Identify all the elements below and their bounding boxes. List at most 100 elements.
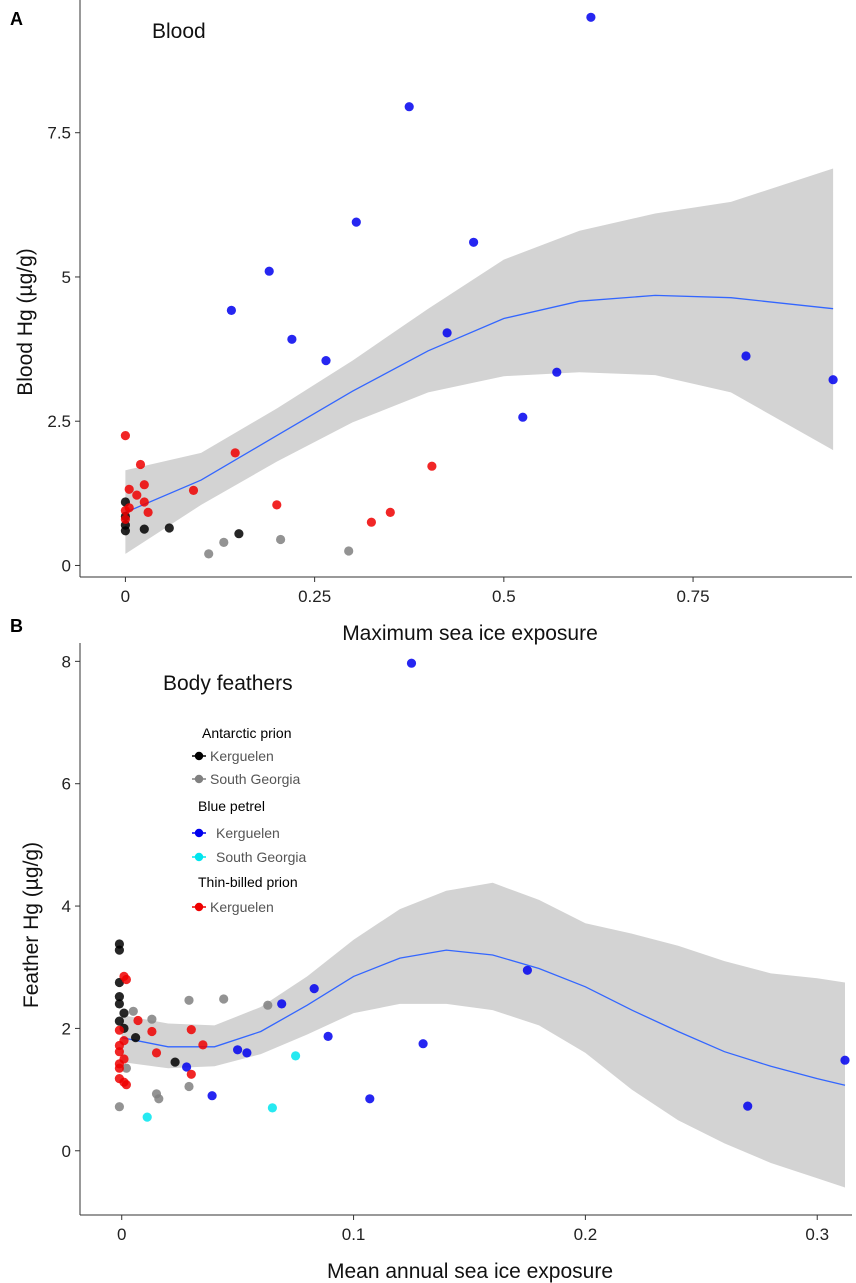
data-point-bp-kerguelen	[743, 1101, 753, 1111]
data-point-tbp-kerguelen	[133, 1015, 143, 1026]
data-point-bp-kerguelen	[264, 266, 274, 276]
data-point-bp-kerguelen	[522, 965, 533, 975]
data-point-tbp-kerguelen	[132, 490, 142, 500]
panel-a-y-tick-label: 2.5	[47, 412, 71, 431]
panel-a-points	[120, 12, 838, 559]
legend-item-ap-kerguelen: Kerguelen	[192, 748, 274, 764]
data-point-bp-kerguelen	[741, 351, 751, 361]
data-point-ap-kerguelen	[119, 1008, 129, 1018]
data-point-bp-kerguelen	[323, 1031, 333, 1041]
panel-b-y-tick-label: 0	[62, 1142, 71, 1161]
legend-label: Kerguelen	[216, 825, 280, 841]
data-point-bp-kerguelen	[552, 367, 562, 377]
data-point-ap-kerguelen	[114, 999, 124, 1009]
data-point-ap-kerguelen	[114, 992, 124, 1002]
data-point-ap-south-georgia	[204, 549, 214, 559]
data-point-tbp-kerguelen	[139, 497, 149, 507]
legend-label: Kerguelen	[210, 748, 274, 764]
legend-key-dot	[194, 751, 204, 761]
data-point-ap-kerguelen	[139, 524, 149, 534]
panel-b-x-tick-label: 0.2	[574, 1225, 598, 1244]
data-point-bp-kerguelen	[365, 1094, 375, 1104]
panel-b-x-tick-label: 0	[117, 1225, 126, 1244]
data-point-tbp-kerguelen	[366, 517, 376, 527]
legend-group-blue-petrel: Blue petrel	[198, 798, 265, 814]
data-point-tbp-kerguelen	[114, 1063, 124, 1073]
data-point-ap-kerguelen	[114, 945, 124, 955]
panel-b-fit-line	[121, 949, 846, 1086]
data-point-ap-south-georgia	[184, 1081, 194, 1092]
data-point-ap-kerguelen	[164, 523, 174, 533]
data-point-tbp-kerguelen	[120, 514, 130, 524]
data-point-bp-kerguelen	[469, 237, 479, 247]
panel-a-title: Blood	[152, 20, 206, 43]
panel-b-y-ticks: 0 2 4 6 8	[62, 652, 80, 1161]
panel-a-x-tick-label: 0	[121, 587, 130, 606]
data-point-ap-south-georgia	[147, 1014, 157, 1024]
panel-b-y-tick-label: 8	[62, 652, 71, 671]
data-point-bp-south-georgia	[291, 1051, 301, 1061]
legend-label: Kerguelen	[210, 899, 274, 915]
panel-a-confidence-band	[125, 168, 834, 554]
panel-b-y-tick-label: 4	[62, 897, 71, 916]
data-point-bp-kerguelen	[351, 217, 361, 227]
panel-b-y-axis-title: Feather Hg (µg/g)	[20, 842, 43, 1008]
panel-a-y-ticks: 0 2.5 5 7.5	[47, 124, 80, 575]
legend-key-dot	[194, 774, 204, 784]
data-point-ap-south-georgia	[276, 534, 286, 545]
panel-a-x-axis-title: Maximum sea ice exposure	[342, 622, 598, 645]
data-point-bp-kerguelen	[242, 1048, 252, 1058]
data-point-bp-kerguelen	[442, 328, 452, 338]
panel-a-letter: A	[10, 9, 23, 29]
panel-a-axes	[79, 0, 852, 578]
panel-a-smooth-line	[125, 294, 834, 513]
panel-b-points	[114, 658, 850, 1122]
panel-a-x-ticks: 0 0.25 0.5 0.75	[121, 577, 710, 606]
data-point-ap-south-georgia	[184, 995, 194, 1005]
panel-b-smooth-line	[121, 949, 846, 1086]
legend-item-bp-south-georgia: South Georgia	[192, 849, 306, 865]
panel-a-y-axis-title: Blood Hg (µg/g)	[14, 248, 37, 396]
data-point-tbp-kerguelen	[198, 1040, 208, 1050]
data-point-tbp-kerguelen	[124, 484, 134, 494]
data-point-bp-kerguelen	[404, 102, 414, 112]
data-point-tbp-kerguelen	[143, 507, 153, 517]
data-point-ap-south-georgia	[219, 994, 229, 1004]
data-point-bp-kerguelen	[226, 305, 236, 315]
data-point-ap-south-georgia	[219, 537, 229, 548]
data-point-ap-kerguelen	[170, 1057, 180, 1067]
data-point-bp-kerguelen	[586, 12, 596, 22]
legend-item-bp-kerguelen: Kerguelen	[192, 825, 280, 841]
panel-b-x-tick-label: 0.3	[805, 1225, 829, 1244]
data-point-tbp-kerguelen	[114, 1025, 124, 1035]
legend-key-dot	[194, 902, 204, 912]
legend-key-dot	[194, 852, 204, 862]
panel-a-x-tick-label: 0.25	[298, 587, 331, 606]
panel-a-y-tick-label: 5	[62, 268, 71, 287]
data-point-ap-south-georgia	[344, 546, 354, 556]
data-point-tbp-kerguelen	[230, 448, 240, 458]
data-point-tbp-kerguelen	[147, 1026, 157, 1037]
legend: Antarctic prion Kerguelen South Georgia …	[192, 725, 306, 915]
data-point-bp-kerguelen	[518, 412, 528, 422]
panel-a-x-tick-label: 0.75	[677, 587, 710, 606]
data-point-tbp-kerguelen	[120, 506, 130, 516]
data-point-bp-south-georgia	[142, 1112, 152, 1122]
legend-item-ap-south-georgia: South Georgia	[192, 771, 300, 787]
data-point-ap-south-georgia	[154, 1094, 164, 1104]
data-point-tbp-kerguelen	[151, 1048, 162, 1058]
data-point-bp-kerguelen	[406, 658, 417, 668]
data-point-bp-kerguelen	[309, 984, 319, 994]
data-point-ap-south-georgia	[128, 1006, 138, 1016]
panel-a-fit-line	[125, 294, 834, 513]
data-point-bp-kerguelen	[207, 1091, 217, 1101]
data-point-bp-kerguelen	[418, 1039, 428, 1049]
data-point-ap-kerguelen	[131, 1033, 141, 1043]
data-point-bp-kerguelen	[828, 375, 838, 385]
data-point-bp-south-georgia	[267, 1103, 277, 1113]
legend-group-antarctic-prion: Antarctic prion	[202, 725, 291, 741]
data-point-tbp-kerguelen	[188, 485, 199, 495]
data-point-ap-kerguelen	[114, 1016, 124, 1026]
data-point-ap-kerguelen	[120, 526, 130, 536]
